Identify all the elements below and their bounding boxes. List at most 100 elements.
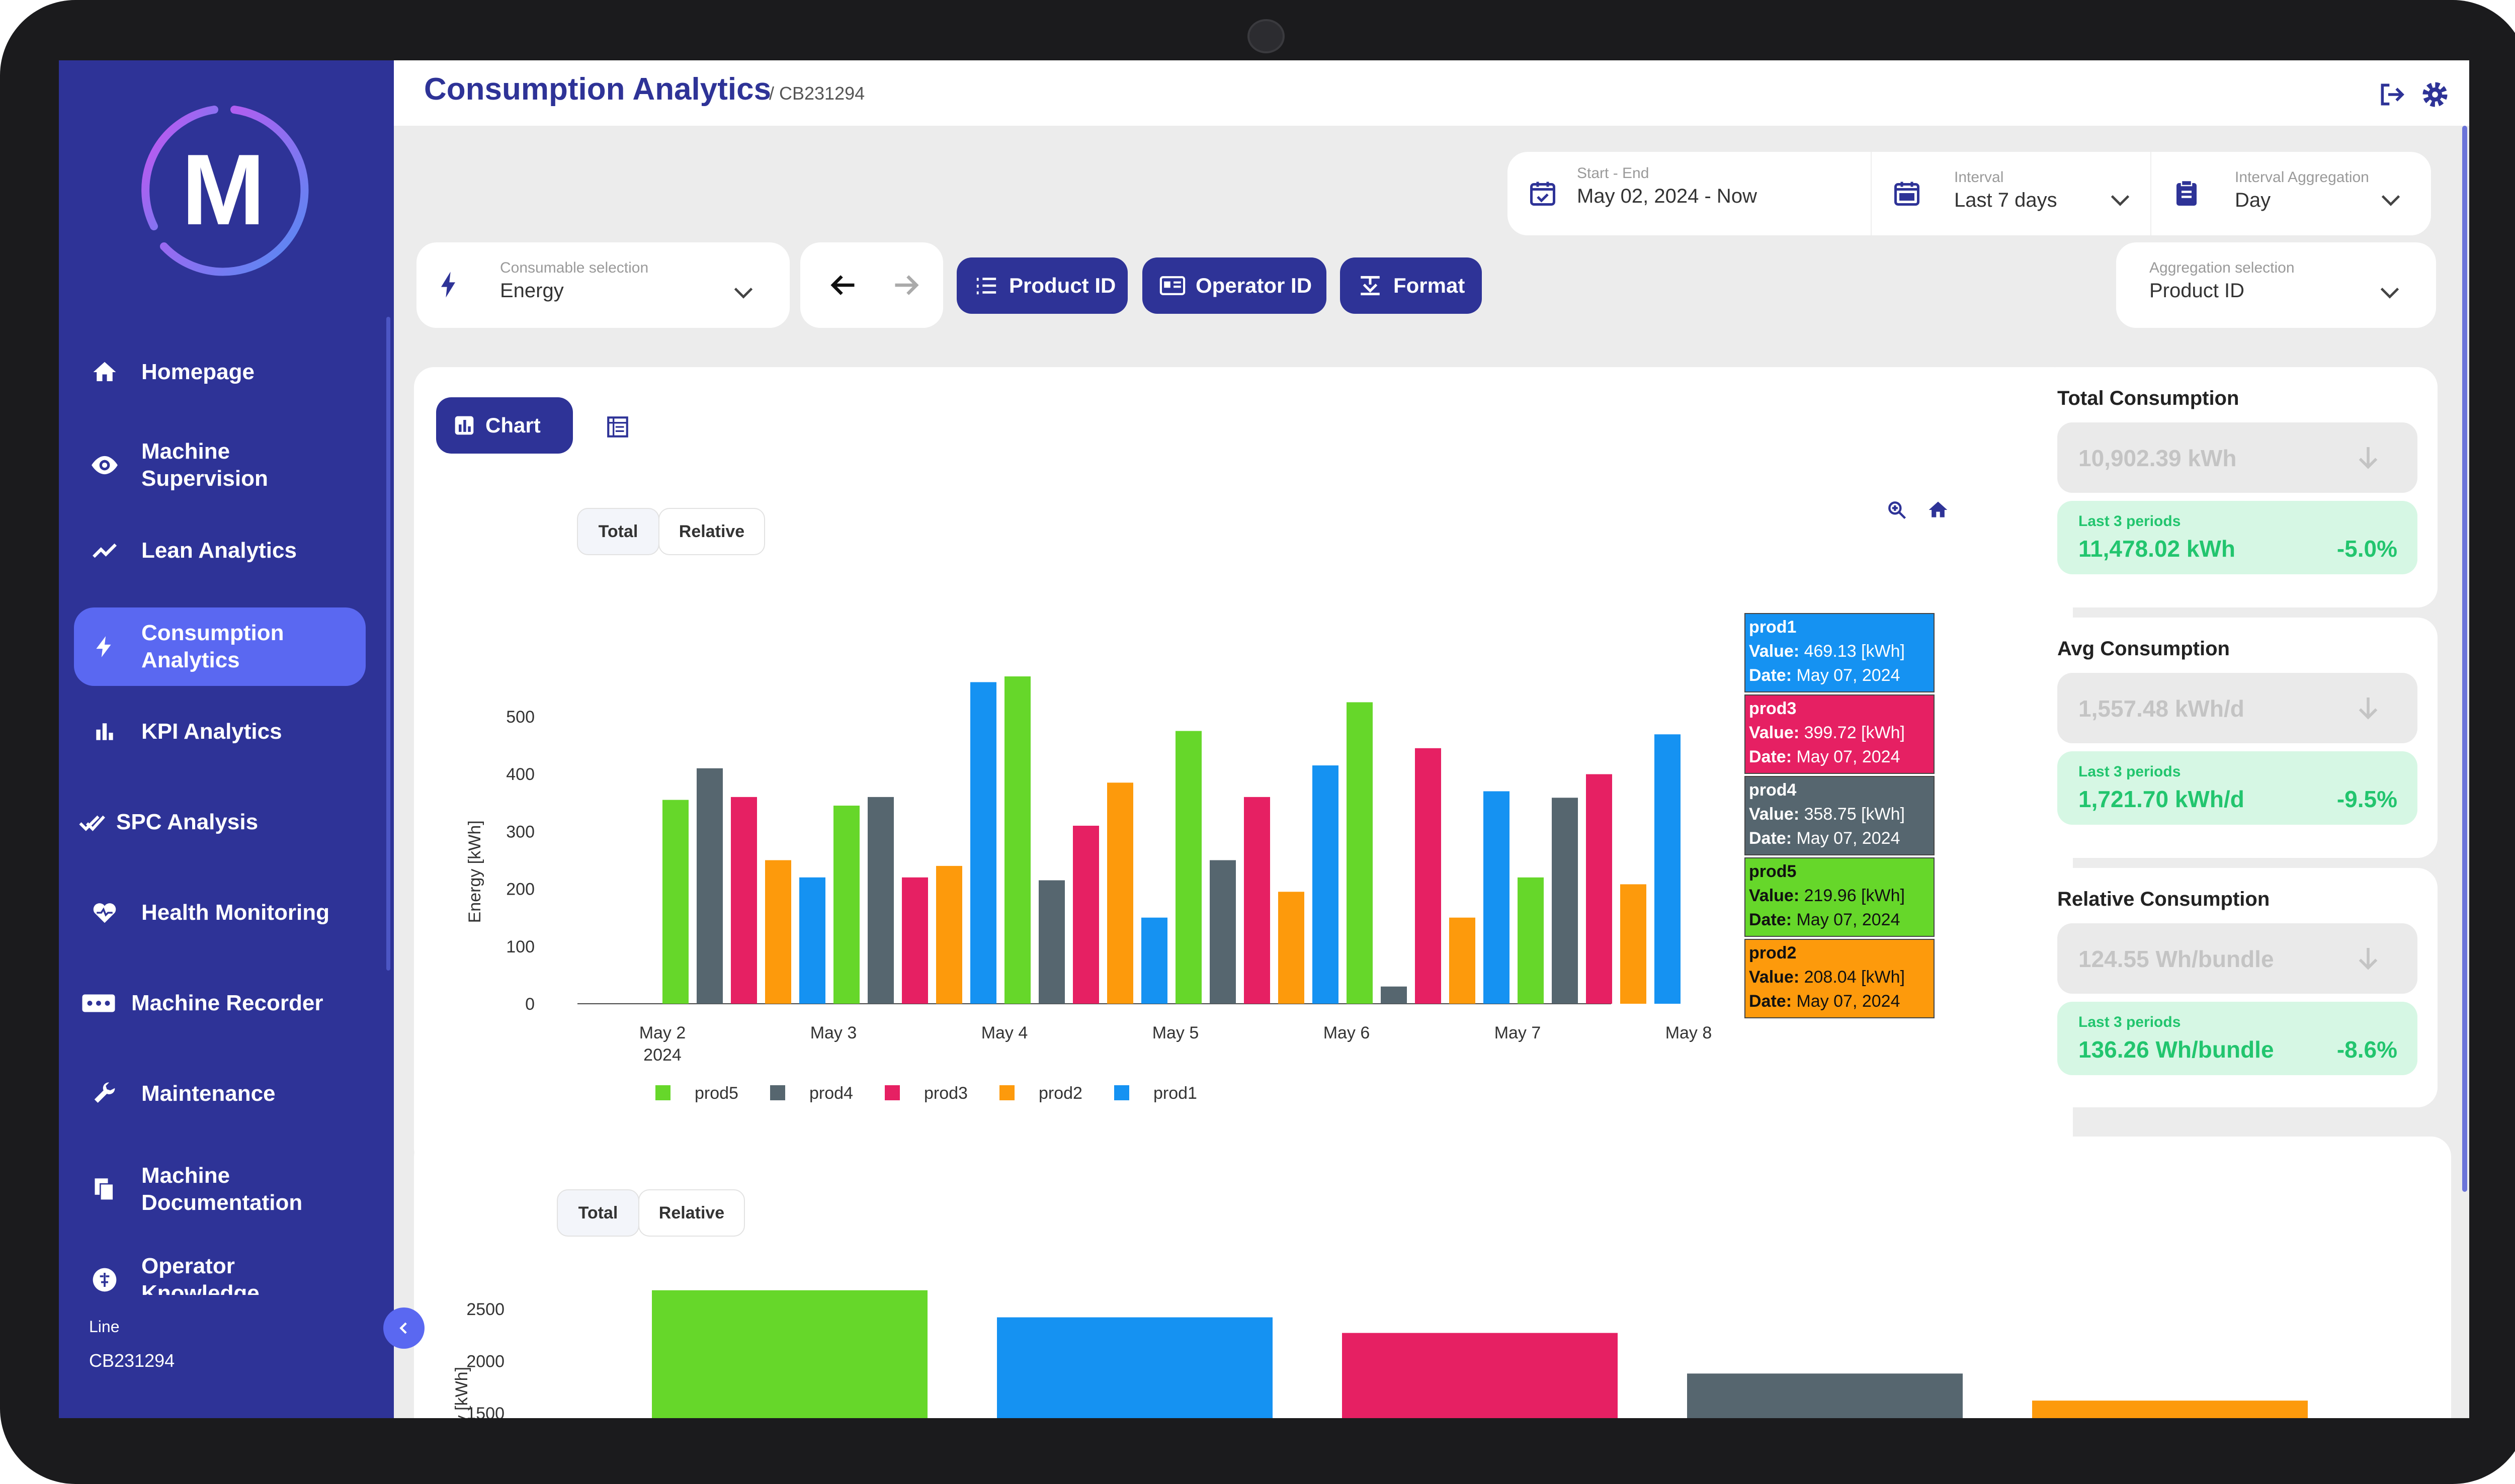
- arrow-left-icon[interactable]: [826, 270, 860, 300]
- zoom-icon[interactable]: [1886, 499, 1908, 521]
- bar-chart-icon: [87, 714, 122, 749]
- sidebar-item-machine-supervision[interactable]: Machine Supervision: [74, 430, 366, 500]
- total-consumption-current: 10,902.39 kWh: [2057, 422, 2417, 493]
- format-button[interactable]: Format: [1340, 257, 1482, 314]
- consumable-value: Energy: [500, 280, 564, 302]
- logo: M: [134, 101, 313, 280]
- screen: M Homepage Machine Supervision Lean Anal…: [59, 60, 2469, 1418]
- x-tick-label: May 3: [810, 1023, 857, 1042]
- chart-card: Chart Total Relative 0 100 200 300 400 500 Ene…: [414, 367, 2073, 1169]
- legend-swatch-prod4: [770, 1085, 785, 1100]
- y-tick-label: 1500: [466, 1404, 505, 1418]
- sidebar-item-machine-recorder[interactable]: Machine Recorder: [74, 976, 366, 1031]
- interval-aggregation-label: Interval Aggregation: [2235, 169, 2369, 186]
- consumption-bar-chart: 0 100 200 300 400 500 Energy [kWh] May 2 2024 May…: [465, 613, 1935, 1103]
- clipboard-icon: [2176, 180, 2197, 206]
- page-scrollbar[interactable]: [2462, 126, 2467, 1192]
- x-tick-label: May 8: [1665, 1023, 1712, 1042]
- sidebar-item-operator-knowledge[interactable]: Operator Knowledge: [74, 1245, 366, 1295]
- sidebar-item-spc-analysis[interactable]: SPC Analysis: [74, 795, 366, 850]
- x-tick-label: May 4: [981, 1023, 1028, 1042]
- bar-prod4: [697, 768, 723, 1004]
- tooltip-prod1: prod1 Value: 469.13 [kWh] Date: May 07, 20…: [1744, 613, 1935, 692]
- bar-prod1: [997, 1317, 1273, 1418]
- relative-consumption-title: Relative Consumption: [2057, 888, 2270, 910]
- sidebar-item-kpi-analytics[interactable]: KPI Analytics: [74, 704, 366, 759]
- y-axis-label: Energy [kWh]: [465, 820, 484, 923]
- y-tick-label: 0: [525, 995, 535, 1014]
- interval-aggregation-select[interactable]: Interval Aggregation Day: [2150, 152, 2432, 235]
- total-toggle[interactable]: Total: [557, 1189, 639, 1237]
- relative-toggle[interactable]: Relative: [638, 1189, 745, 1237]
- date-range-picker[interactable]: Start - End May 02, 2024 - Now: [1507, 152, 1871, 235]
- interval-aggregation-value: Day: [2235, 189, 2271, 211]
- operator-id-button[interactable]: Operator ID: [1142, 257, 1326, 314]
- sidebar-item-lean-analytics[interactable]: Lean Analytics: [74, 523, 366, 578]
- bar-prod4: [1210, 860, 1236, 1004]
- y-axis-label: Energy [kWh]: [452, 1367, 471, 1418]
- collapse-sidebar-button[interactable]: [383, 1307, 425, 1349]
- relative-consumption-previous: Last 3 periods 136.26 Wh/bundle -8.6%: [2057, 1002, 2417, 1075]
- reset-home-icon[interactable]: [1927, 499, 1949, 521]
- logout-icon[interactable]: [2378, 80, 2406, 111]
- tooltip-value: Value: 469.13 [kWh]: [1749, 642, 1905, 661]
- arrow-right-icon[interactable]: [890, 270, 923, 300]
- aggregation-select[interactable]: Aggregation selection Product ID: [2116, 242, 2436, 328]
- sidebar-item-maintenance[interactable]: Maintenance: [74, 1066, 366, 1121]
- top-bar: Consumption Analytics / CB231294: [394, 60, 2469, 126]
- avg-consumption-card: Avg Consumption 1,557.48 kWh/d Last 3 pe…: [2037, 618, 2438, 858]
- tooltip-name: prod1: [1749, 618, 1796, 637]
- bar-prod4: [1039, 880, 1065, 1004]
- sidebar-item-homepage[interactable]: Homepage: [74, 344, 366, 400]
- y-tick-label: 300: [506, 822, 535, 841]
- bar-prod3: [1244, 797, 1270, 1004]
- legend-swatch-prod5: [655, 1085, 670, 1100]
- period-navigation: [800, 242, 943, 328]
- interval-value: Last 7 days: [1954, 189, 2057, 211]
- date-filter-bar: Start - End May 02, 2024 - Now Interval …: [1507, 152, 2431, 235]
- interval-select[interactable]: Interval Last 7 days: [1871, 152, 2151, 235]
- bar-prod4: [1552, 798, 1578, 1004]
- total-toggle[interactable]: Total: [577, 508, 659, 555]
- sidebar-item-consumption-analytics[interactable]: Consumption Analytics: [74, 607, 366, 686]
- tooltip-date: Date: May 07, 2024: [1749, 747, 1900, 766]
- bar-prod5: [1518, 877, 1544, 1004]
- bar-prod2: [1278, 892, 1304, 1004]
- consumable-select[interactable]: Consumable selection Energy: [416, 242, 790, 328]
- bar-prod2: [936, 865, 962, 1004]
- breadcrumb: / CB231294: [769, 83, 865, 104]
- total-by-product-chart: 1500 2000 2500 Energy [kWh]: [452, 1290, 2308, 1418]
- bar-prod1: [1483, 791, 1510, 1004]
- sidebar-item-machine-documentation[interactable]: Machine Documentation: [74, 1154, 366, 1225]
- y-tick-label: 2500: [466, 1300, 505, 1319]
- gear-icon[interactable]: [2421, 80, 2449, 111]
- camera-icon: [1247, 19, 1285, 53]
- arrow-down-icon: [2359, 948, 2378, 970]
- table-icon[interactable]: [605, 414, 630, 440]
- tooltip-value: Value: 219.96 [kWh]: [1749, 886, 1905, 905]
- chart-tab[interactable]: Chart: [436, 397, 573, 454]
- relative-consumption-card: Relative Consumption 124.55 Wh/bundle La…: [2037, 868, 2438, 1107]
- legend-label-prod3: prod3: [924, 1084, 968, 1103]
- sidebar-item-health-monitoring[interactable]: Health Monitoring: [74, 885, 366, 940]
- sidebar-scrollbar[interactable]: [386, 317, 390, 971]
- sidebar-item-label: KPI Analytics: [141, 719, 282, 744]
- date-range-label: Start - End: [1577, 165, 1649, 182]
- bar-prod4: [868, 797, 894, 1004]
- brain-icon: [87, 1262, 122, 1295]
- bar-prod3: [1342, 1333, 1618, 1418]
- product-id-button[interactable]: Product ID: [957, 257, 1128, 314]
- tooltip-box: [1744, 613, 1935, 692]
- chevron-down-icon: [2111, 195, 2130, 206]
- total-consumption-previous: Last 3 periods 11,478.02 kWh -5.0%: [2057, 501, 2417, 574]
- bar-prod2: [1620, 884, 1646, 1004]
- home-icon: [87, 355, 122, 390]
- trend-icon: [87, 533, 122, 568]
- relative-toggle[interactable]: Relative: [658, 508, 765, 555]
- total-by-product-card: Total Relative 1500 2000 2500 Energy [kWh]: [414, 1137, 2451, 1418]
- chevron-down-icon: [2380, 288, 2399, 299]
- tooltip-date: Date: May 07, 2024: [1749, 666, 1900, 685]
- x-tick-label: May 5: [1152, 1023, 1199, 1042]
- tooltip-box: [1744, 694, 1935, 774]
